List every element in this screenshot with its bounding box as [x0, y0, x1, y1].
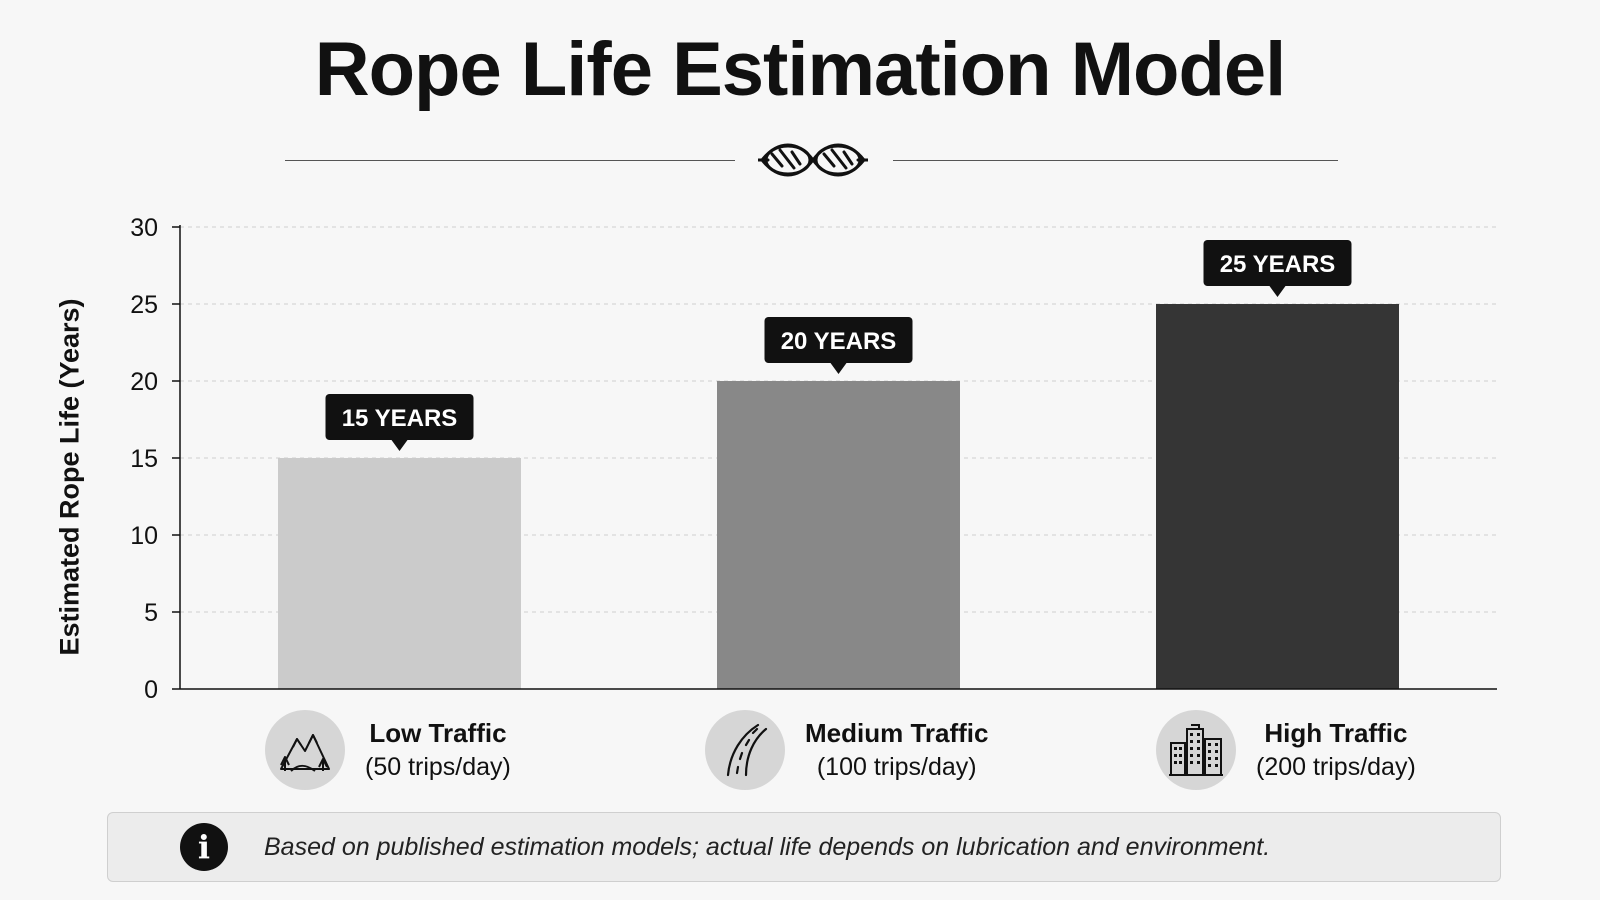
data-label: 25 YEARS [1220, 251, 1336, 278]
data-label-box [764, 317, 913, 363]
category-subtitle: (50 trips/day) [365, 753, 511, 781]
info-icon: i [180, 823, 228, 871]
footnote-box: i Based on published estimation models; … [107, 812, 1501, 882]
y-tick-label: 15 [130, 445, 158, 473]
category-high-traffic: High Traffic (200 trips/day) [1156, 705, 1416, 795]
y-tick-label: 0 [144, 676, 158, 704]
category-subtitle: (100 trips/day) [816, 753, 977, 781]
y-tick-label: 20 [130, 368, 158, 396]
road-icon [705, 710, 785, 790]
data-label-box [325, 394, 474, 440]
y-tick-label: 10 [130, 522, 158, 550]
title-divider-right [893, 160, 1338, 161]
data-label: 15 YEARS [342, 405, 458, 432]
category-name: Low Traffic [369, 718, 507, 748]
data-label-pointer [830, 363, 847, 374]
data-label-pointer [1269, 286, 1286, 297]
category-subtitle: (200 trips/day) [1256, 753, 1416, 781]
title-divider-left [285, 160, 735, 161]
y-tick-label: 25 [130, 291, 158, 319]
bar [278, 458, 521, 689]
bar [717, 381, 960, 689]
y-tick-label: 30 [130, 214, 158, 242]
category-medium-traffic: Medium Traffic (100 trips/day) [705, 705, 988, 795]
category-low-traffic: Low Traffic (50 trips/day) [265, 705, 511, 795]
buildings-icon [1156, 710, 1236, 790]
mountain-icon [265, 710, 345, 790]
rope-knot-icon [758, 143, 868, 177]
category-name: Medium Traffic [805, 718, 989, 748]
footnote-text: Based on published estimation models; ac… [264, 832, 1271, 861]
data-label-pointer [391, 440, 408, 451]
chart-title: Rope Life Estimation Model [314, 27, 1287, 112]
data-label: 20 YEARS [781, 328, 897, 355]
data-label-box [1203, 240, 1352, 286]
bar [1156, 304, 1399, 689]
y-tick-label: 5 [144, 599, 158, 627]
category-name: High Traffic [1264, 718, 1408, 748]
